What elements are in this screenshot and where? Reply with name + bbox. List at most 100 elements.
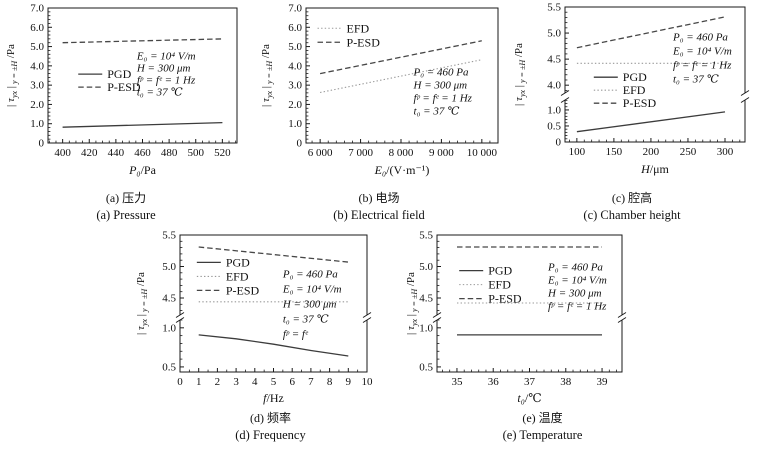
y-tick-label: 3.0 — [30, 80, 44, 92]
note-line: H = 300 μm — [282, 298, 337, 310]
y-tick-label: 0 — [297, 138, 303, 150]
x-tick-label: 10 000 — [467, 147, 498, 159]
chart-b-electrical-field: 0 1.0 2.0 3.0 4.0 5.0 6.0 7.0 6 000 7 000 8 000 9 0… — [260, 3, 499, 177]
y-tick-label: 2.0 — [30, 99, 44, 111]
x-tick-label: 35 — [451, 376, 463, 388]
y-tick-label: 7.0 — [288, 3, 302, 15]
axis-break-marks — [175, 312, 372, 323]
x-tick-label: 8 — [327, 376, 333, 388]
y-tick-label: 5.0 — [288, 41, 302, 53]
legend-label-PGD: PGD — [107, 67, 131, 81]
y-tick-label: 4.0 — [288, 60, 302, 72]
y-tick-label: 0.5 — [162, 361, 176, 373]
note-line: fᵖ = fᵉ = 1 Hz — [548, 301, 607, 313]
y-tick-label: 2.0 — [288, 99, 302, 111]
x-tick-label: 520 — [214, 147, 231, 159]
x-tick-label: 38 — [560, 376, 572, 388]
note-line: E₀ = 10⁴ V/m — [547, 275, 607, 287]
y-tick-label: 4.0 — [30, 60, 44, 72]
note-line: P₀ = 460 Pa — [672, 32, 728, 44]
y-tick-label: 1.0 — [547, 104, 561, 116]
axis-break-marks — [432, 312, 627, 323]
chart-a-pressure: 0 1.0 2.0 3.0 4.0 5.0 6.0 7.0 400 420 440 460 480 500… — [5, 3, 238, 177]
subplot-e-temperature: 4.5 5.0 5.5 0.5 1.0 35 36 37 38 39 PGD EFD P-ESD P₀ =… — [400, 228, 685, 443]
y-tick-label: 0 — [556, 137, 562, 149]
series-line-P-ESD — [62, 38, 223, 44]
series-line-P-ESD — [198, 246, 349, 263]
series-line-PGD — [198, 334, 349, 357]
note-line: P₀ = 460 Pa — [547, 262, 603, 274]
x-tick-label: 9 000 — [429, 147, 454, 159]
x-tick-label: 460 — [134, 147, 151, 159]
x-tick-label: 0 — [177, 376, 183, 388]
y-tick-label: 5.5 — [419, 230, 433, 242]
y-tick-label: 7.0 — [30, 3, 44, 15]
caption-a-en: (a) Pressure — [96, 208, 156, 222]
x-tick-label: 36 — [488, 376, 500, 388]
y-tick-label: 0.5 — [547, 120, 561, 132]
y-tick-label: 5.0 — [419, 261, 433, 273]
y-tick-label: 0.5 — [419, 361, 433, 373]
plot-frame — [179, 234, 368, 373]
y-tick-label: 0 — [39, 138, 45, 150]
legend-label-P-ESD: P-ESD — [623, 96, 657, 110]
note-line: E₀ = 10⁴ V/m — [282, 283, 342, 295]
x-tick-label: 10 — [362, 376, 374, 388]
x-axis-title: t₀/℃ — [517, 391, 541, 405]
x-tick-label: 8 000 — [389, 147, 414, 159]
y-tick-label: 5.0 — [30, 41, 44, 53]
y-axis: 4.5 5.0 5.5 0.5 1.0 — [419, 230, 441, 373]
x-tick-label: 420 — [81, 147, 98, 159]
y-tick-label: 1.0 — [288, 118, 302, 130]
note-line: P₀ = 460 Pa — [413, 66, 469, 78]
x-tick-label: 440 — [108, 147, 125, 159]
x-axis: 35 36 37 38 39 — [442, 368, 617, 388]
series-line-PGD — [62, 121, 223, 128]
parameter-note: P₀ = 460 Pa E₀ = 10⁴ V/m fᵖ = fᵉ = 1 Hz t₀ … — [672, 32, 732, 86]
subplot-c-chamber-height: 4.0 4.5 5.0 5.5 0 0.5 1.0 100 150 200 250 300 PGD EFD… — [506, 0, 758, 223]
y-tick-label: 1.0 — [162, 322, 176, 334]
note-line: fᵖ = fᵉ = 1 Hz — [137, 74, 196, 86]
note-line: fᵖ = fᵉ = 1 Hz — [673, 60, 732, 72]
y-axis: 0 1.0 2.0 3.0 4.0 5.0 6.0 7.0 — [30, 3, 52, 150]
series-line-EFD — [319, 59, 482, 94]
legend-label-PGD: PGD — [488, 264, 512, 278]
x-tick-label: 6 000 — [308, 147, 333, 159]
note-line: t₀ = 37 ℃ — [283, 313, 330, 325]
caption-c-en: (c) Chamber height — [583, 208, 681, 222]
y-tick-label: 5.5 — [162, 230, 176, 242]
y-tick-label: 4.5 — [419, 292, 433, 304]
legend-label-EFD: EFD — [488, 278, 511, 292]
legend-label-EFD: EFD — [623, 83, 646, 97]
plot-frame — [564, 6, 746, 143]
y-tick-label: 4.0 — [547, 80, 561, 92]
note-line: P₀ = 460 Pa — [282, 268, 338, 280]
legend-label-P-ESD: P-ESD — [347, 35, 381, 49]
x-tick-label: 37 — [524, 376, 536, 388]
y-tick-label: 5.0 — [547, 28, 561, 40]
note-line: H = 300 μm — [547, 288, 602, 300]
subplot-a-pressure: 0 1.0 2.0 3.0 4.0 5.0 6.0 7.0 400 420 440 460 480 500… — [0, 0, 252, 223]
x-tick-label: 6 — [289, 376, 295, 388]
y-axis-title: | τyx | y = ±H /Pa — [513, 43, 527, 106]
caption-e-en: (e) Temperature — [502, 428, 583, 442]
parameter-note: P₀ = 460 Pa E₀ = 10⁴ V/m H = 300 μm t₀ = 37… — [282, 268, 342, 340]
chart-c-chamber-height: 4.0 4.5 5.0 5.5 0 0.5 1.0 100 150 200 250 300 PGDEFD… — [513, 2, 750, 176]
x-axis: 0 1 2 3 4 5 6 7 8 9 10 — [177, 368, 373, 388]
x-tick-label: 7 000 — [348, 147, 373, 159]
note-line: t₀ = 37 ℃ — [673, 74, 720, 86]
x-tick-label: 100 — [569, 146, 586, 158]
x-axis: 6 000 7 000 8 000 9 000 10 000 — [308, 139, 499, 159]
x-tick-label: 250 — [680, 146, 697, 158]
x-tick-label: 150 — [606, 146, 623, 158]
legend-label-P-ESD: P-ESD — [226, 283, 260, 297]
y-tick-label: 1.0 — [419, 322, 433, 334]
y-tick-label: 4.5 — [547, 54, 561, 66]
legend-label-P-ESD: P-ESD — [488, 292, 522, 306]
x-tick-label: 7 — [308, 376, 314, 388]
y-tick-label: 5.0 — [162, 261, 176, 273]
